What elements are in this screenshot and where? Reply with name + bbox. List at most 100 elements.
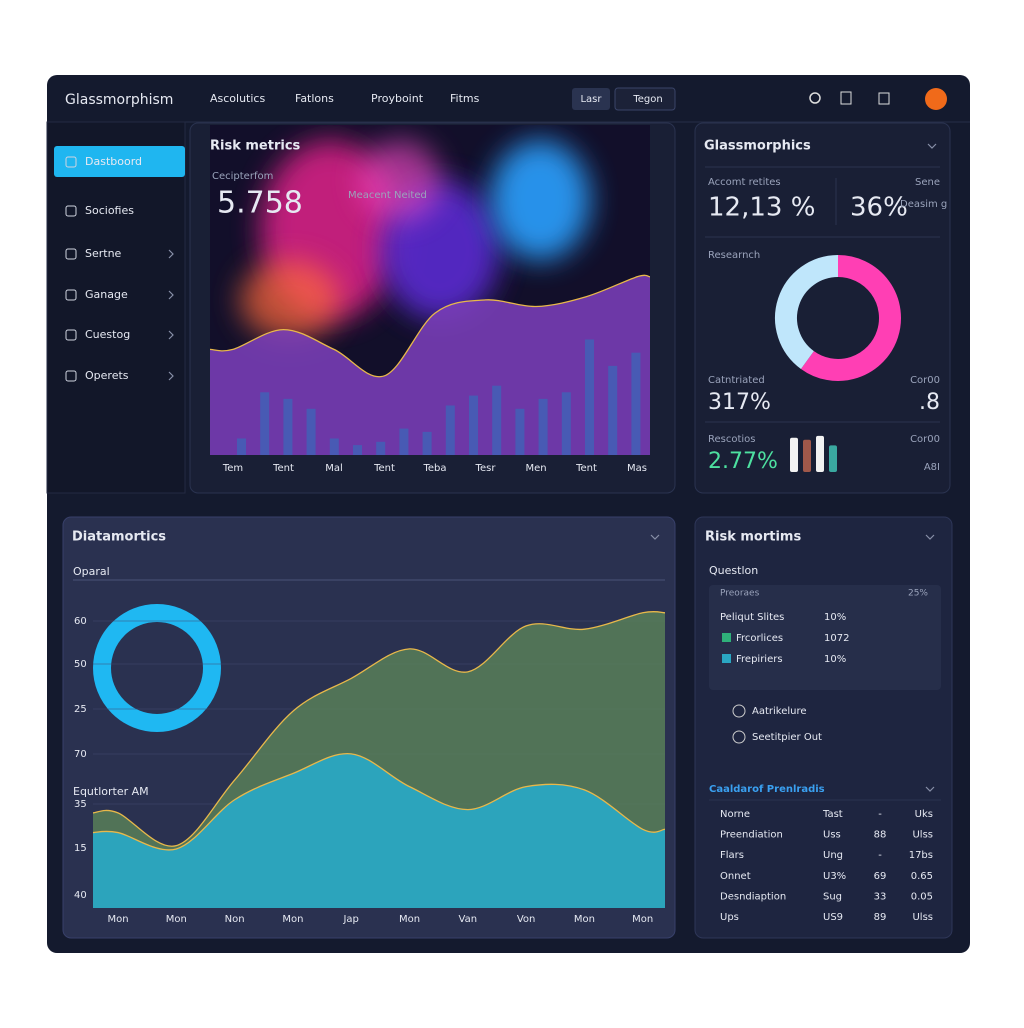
donut-segment [775,255,839,369]
bar [515,408,525,455]
y-axis-label: 35 [74,799,87,810]
nav-icon[interactable] [65,248,77,260]
stat-value: .8 [919,390,940,415]
table-cell: Norne [720,809,750,820]
inner-box [709,585,941,690]
sidebar-item[interactable]: Operets [85,369,129,382]
x-tick-label: Mon [166,914,187,925]
x-tick-label: Tesr [475,463,497,474]
bar [329,438,339,455]
x-tick-label: Mon [107,914,128,925]
table-header: Preoraes [720,589,760,599]
radio-label[interactable]: Aatrikelure [752,706,807,717]
bar [608,365,618,455]
table-cell: Flars [720,850,744,861]
glass-panel [694,122,951,494]
radio[interactable] [732,730,746,744]
y-axis-label: 15 [74,843,87,854]
x-tick-label: Mon [282,914,303,925]
table-cell: Preendiation [720,830,783,841]
mini-bar [816,435,824,472]
sidebar-item[interactable]: Sociofies [85,204,134,217]
dividers [73,166,941,801]
nav-item[interactable]: Fatlons [295,92,334,105]
nav-icon[interactable] [65,370,77,382]
subtitle: Oparal [73,565,110,578]
x-tick-label: Tem [222,463,243,474]
button[interactable] [572,88,610,110]
x-tick-label: Tent [373,463,395,474]
stat-value: 317% [708,390,771,415]
sidebar-item[interactable]: Dastboord [85,155,142,168]
search-icon[interactable] [809,92,821,104]
radio-label[interactable]: Seetitpier Out [752,732,822,743]
table-cell: U3% [823,871,846,882]
table-cell: 88 [874,830,887,841]
bar [631,352,641,455]
table-cell: 0.65 [911,871,933,882]
table-cell: Ung [823,850,843,861]
stat-value: 2.77% [708,449,778,474]
table-cell: 33 [874,891,887,902]
bar [469,395,478,455]
nav-item[interactable]: Fitms [450,92,480,105]
bar [561,392,571,455]
panel-title: Risk metrics [210,139,301,154]
mini-bar [790,437,798,472]
bar [445,405,455,455]
table-cell: 89 [874,912,887,923]
bar [538,398,548,455]
x-tick-label: Tent [575,463,597,474]
row-icon [722,654,731,663]
bar [422,431,432,455]
bar [283,398,293,455]
button-label[interactable]: Lasr [580,94,602,105]
sidebar-item[interactable]: Cuestog [85,328,130,341]
panel-title: Diatamortics [72,530,166,545]
table-cell: Ulss [912,830,933,841]
stat-label: Cor00 [910,375,940,386]
metric-value: 12,13 % [708,193,815,223]
icon[interactable] [840,91,852,105]
bar [306,408,316,455]
abstract-art [210,125,650,455]
x-tick-label: Von [517,914,536,925]
x-tick-label: Jap [342,914,358,925]
bar [260,392,270,455]
table-cell: - [878,850,882,861]
nav-icon[interactable] [65,329,77,341]
stat-label: Catntriated [708,375,765,386]
table-cell: Uss [823,830,841,841]
active-item[interactable] [54,146,185,177]
x-tick-label: Van [459,914,478,925]
y-axis-label: 25 [74,704,87,715]
radio[interactable] [732,704,746,718]
sidebar-item[interactable]: Sertne [85,247,122,260]
donut-segment [800,255,901,381]
bar [399,428,409,455]
ring-decoration [93,604,221,732]
button[interactable] [614,87,676,111]
x-tick-label: Men [525,463,546,474]
table-cell: Uks [915,809,933,820]
nav-icon[interactable] [65,205,77,217]
nav-item[interactable]: Proyboint [371,92,424,105]
x-tick-label: Mas [627,463,647,474]
button-label[interactable]: Tegon [632,94,662,105]
chevrons[interactable] [168,143,937,792]
nav-icon[interactable] [65,156,77,168]
avatar[interactable] [925,88,947,110]
row-icon [722,633,731,642]
nav-icon[interactable] [65,289,77,301]
y-axis-label: 70 [74,749,87,760]
y-axis-label: 40 [74,890,87,901]
sidebar-item[interactable]: Ganage [85,288,128,301]
bar [585,339,594,455]
row-value: 10% [824,654,846,665]
row-label: Frcorlices [736,633,783,644]
table-cell: Desndiaption [720,891,786,902]
icon[interactable] [878,92,890,105]
nav-item[interactable]: Ascolutics [210,92,265,105]
area-line [92,610,666,847]
